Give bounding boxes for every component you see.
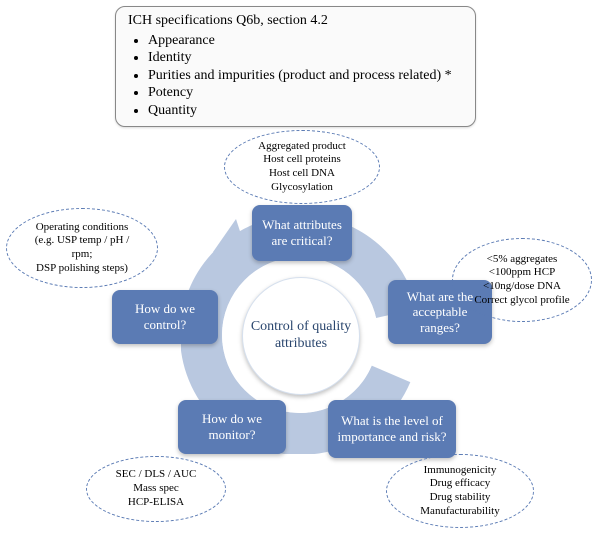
- ellipse-line: (e.g. USP temp / pH /: [35, 234, 130, 248]
- ellipse-line: Mass spec: [116, 482, 197, 496]
- ellipse-line: <100ppm HCP: [474, 266, 569, 280]
- node-label: What attributes are critical?: [258, 217, 346, 248]
- ellipse-critical-attributes: Aggregated product Host cell proteins Ho…: [224, 130, 380, 204]
- node-label: How do we control?: [118, 301, 212, 332]
- spec-item: Potency: [148, 84, 463, 102]
- ellipse-line: <10ng/dose DNA: [474, 280, 569, 294]
- ellipse-line: Host cell DNA: [258, 167, 346, 181]
- ellipse-line: Correct glycol profile: [474, 294, 569, 308]
- ellipse-line: Immunogenicity: [420, 464, 499, 478]
- node-label: What is the level of importance and risk…: [334, 413, 450, 444]
- ellipse-line: Host cell proteins: [258, 153, 346, 167]
- center-label: Control of quality attributes: [243, 319, 359, 353]
- spec-box: ICH specifications Q6b, section 4.2 Appe…: [115, 6, 476, 127]
- spec-box-title: ICH specifications Q6b, section 4.2: [128, 12, 463, 30]
- node-critical-attributes: What attributes are critical?: [252, 205, 352, 261]
- node-label: How do we monitor?: [184, 411, 280, 442]
- ellipse-monitor: SEC / DLS / AUC Mass spec HCP-ELISA: [86, 456, 226, 522]
- ellipse-line: rpm;: [35, 248, 130, 262]
- node-importance-risk: What is the level of importance and risk…: [328, 400, 456, 458]
- ellipse-line: HCP-ELISA: [116, 496, 197, 510]
- spec-item: Identity: [148, 49, 463, 67]
- diagram-root: ICH specifications Q6b, section 4.2 Appe…: [0, 0, 600, 533]
- ellipse-line: Glycosylation: [258, 181, 346, 195]
- ellipse-line: Manufacturability: [420, 505, 499, 519]
- ellipse-acceptable-ranges: <5% aggregates <100ppm HCP <10ng/dose DN…: [452, 238, 592, 322]
- node-control: How do we control?: [112, 290, 218, 344]
- ellipse-line: Drug efficacy: [420, 477, 499, 491]
- spec-item: Quantity: [148, 102, 463, 120]
- spec-item: Purities and impurities (product and pro…: [148, 67, 463, 85]
- ellipse-line: DSP polishing steps): [35, 262, 130, 276]
- ellipse-control: Operating conditions (e.g. USP temp / pH…: [6, 208, 158, 288]
- node-monitor: How do we monitor?: [178, 400, 286, 454]
- ellipse-line: Operating conditions: [35, 221, 130, 235]
- ellipse-line: Drug stability: [420, 491, 499, 505]
- ellipse-line: <5% aggregates: [474, 253, 569, 267]
- ellipse-line: Aggregated product: [258, 140, 346, 154]
- ellipse-importance-risk: Immunogenicity Drug efficacy Drug stabil…: [386, 454, 534, 528]
- center-circle: Control of quality attributes: [242, 277, 360, 395]
- ellipse-line: SEC / DLS / AUC: [116, 468, 197, 482]
- spec-box-list: Appearance Identity Purities and impurit…: [128, 32, 463, 120]
- spec-item: Appearance: [148, 32, 463, 50]
